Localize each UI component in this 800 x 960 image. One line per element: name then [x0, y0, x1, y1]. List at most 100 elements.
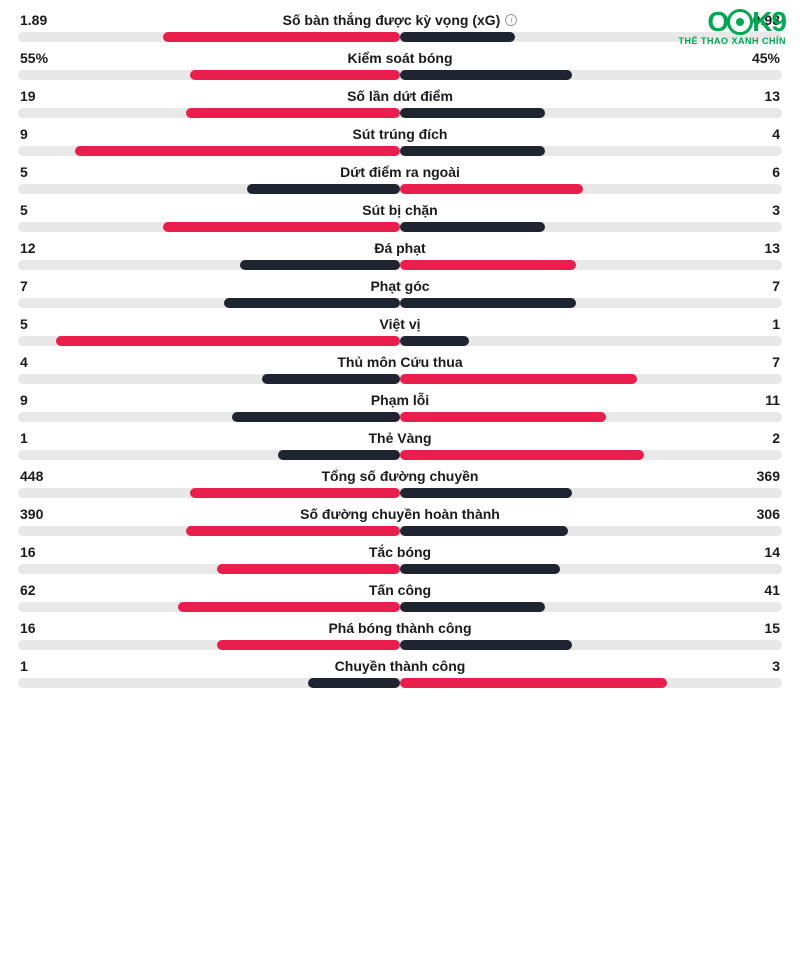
stat-bar-left-half	[18, 222, 400, 232]
stat-bar-right	[400, 70, 572, 80]
stat-bar-track	[18, 260, 782, 270]
stat-value-right: 6	[740, 164, 780, 180]
stat-value-right: 7	[740, 278, 780, 294]
stat-label-text: Kiểm soát bóng	[347, 50, 452, 66]
info-icon[interactable]: i	[505, 14, 517, 26]
stat-bar-left	[224, 298, 400, 308]
stat-label-text: Số bàn thắng được kỳ vọng (xG)	[283, 12, 501, 28]
stat-row: 4Thủ môn Cứu thua7	[18, 354, 782, 384]
stat-value-left: 390	[20, 506, 60, 522]
stat-bar-right	[400, 146, 545, 156]
stat-value-left: 16	[20, 544, 60, 560]
stat-bar-right-half	[400, 336, 782, 346]
stat-bar-left-half	[18, 640, 400, 650]
stat-bar-right	[400, 640, 572, 650]
stat-row-header: 448Tổng số đường chuyền369	[18, 468, 782, 488]
stat-value-left: 1	[20, 658, 60, 674]
stat-bar-track	[18, 32, 782, 42]
stat-bar-track	[18, 602, 782, 612]
stat-bar-right	[400, 184, 583, 194]
stat-value-right: 1	[740, 316, 780, 332]
stat-bar-track	[18, 526, 782, 536]
stat-label-text: Tổng số đường chuyền	[322, 468, 479, 484]
stat-label-text: Chuyền thành công	[335, 658, 466, 674]
stat-bar-left	[190, 70, 400, 80]
stat-bar-right-half	[400, 70, 782, 80]
stat-bar-left-half	[18, 374, 400, 384]
stat-bar-right-half	[400, 564, 782, 574]
stat-bar-right-half	[400, 412, 782, 422]
stat-label: Số đường chuyền hoàn thành	[60, 506, 740, 522]
stat-bar-right-half	[400, 450, 782, 460]
stat-value-left: 1	[20, 430, 60, 446]
stat-row-header: 12Đá phạt13	[18, 240, 782, 260]
stat-value-left: 5	[20, 202, 60, 218]
stat-bar-right-half	[400, 32, 782, 42]
stat-bar-track	[18, 336, 782, 346]
stat-value-right: 306	[740, 506, 780, 522]
stat-row: 1Chuyền thành công3	[18, 658, 782, 688]
stat-row-header: 19Số lần dứt điểm13	[18, 88, 782, 108]
stat-bar-left-half	[18, 488, 400, 498]
stat-bar-right	[400, 336, 469, 346]
stat-bar-track	[18, 678, 782, 688]
match-stats-container: 1.89Số bàn thắng được kỳ vọng (xG)i0.935…	[18, 12, 782, 688]
stat-bar-right	[400, 526, 568, 536]
stat-value-left: 16	[20, 620, 60, 636]
stat-label-text: Tấn công	[369, 582, 431, 598]
stat-row-header: 62 Tấn công 41	[18, 582, 782, 602]
stat-bar-left-half	[18, 260, 400, 270]
stat-bar-track	[18, 564, 782, 574]
stat-bar-left	[240, 260, 400, 270]
stat-row: 1 Thẻ Vàng 2	[18, 430, 782, 460]
stat-bar-track	[18, 374, 782, 384]
stat-row-header: 9Phạm lỗi11	[18, 392, 782, 412]
stat-label-text: Sút bị chặn	[362, 202, 437, 218]
stat-label: Chuyền thành công	[60, 658, 740, 674]
stat-bar-track	[18, 298, 782, 308]
stat-label-text: Tắc bóng	[369, 544, 431, 560]
stat-value-left: 448	[20, 468, 60, 484]
stat-value-right: 7	[740, 354, 780, 370]
stat-value-left: 5	[20, 164, 60, 180]
stat-label-text: Phạm lỗi	[371, 392, 429, 408]
stat-row: 7Phạt góc7	[18, 278, 782, 308]
stat-value-right: 41	[740, 582, 780, 598]
stat-bar-track	[18, 640, 782, 650]
stat-bar-right	[400, 488, 572, 498]
stat-value-left: 62	[20, 582, 60, 598]
stat-bar-left	[190, 488, 400, 498]
stat-bar-track	[18, 450, 782, 460]
stat-bar-track	[18, 184, 782, 194]
stat-bar-left	[163, 222, 400, 232]
stat-value-left: 12	[20, 240, 60, 256]
stat-label-text: Phạt góc	[370, 278, 429, 294]
stat-bar-right-half	[400, 298, 782, 308]
stat-row: 12Đá phạt13	[18, 240, 782, 270]
stat-bar-left-half	[18, 678, 400, 688]
stat-bar-left	[178, 602, 400, 612]
stat-row-header: 5Sút bị chặn3	[18, 202, 782, 222]
stat-label: Tấn công	[60, 582, 740, 598]
stat-value-left: 4	[20, 354, 60, 370]
stat-label: Tổng số đường chuyền	[60, 468, 740, 484]
stat-bar-left	[308, 678, 400, 688]
stat-label: Sút trúng đích	[60, 126, 740, 142]
stat-value-left: 9	[20, 392, 60, 408]
stat-row-header: 4Thủ môn Cứu thua7	[18, 354, 782, 374]
stat-value-right: 2	[740, 430, 780, 446]
stat-bar-left-half	[18, 298, 400, 308]
stat-row-header: 1Chuyền thành công3	[18, 658, 782, 678]
stat-row: 16Phá bóng thành công15	[18, 620, 782, 650]
stat-bar-right-half	[400, 640, 782, 650]
stat-label: Phạt góc	[60, 278, 740, 294]
stat-label-text: Dứt điểm ra ngoài	[340, 164, 460, 180]
stat-row: 55%Kiểm soát bóng45%	[18, 50, 782, 80]
stat-row-header: 9Sút trúng đích4	[18, 126, 782, 146]
stat-bar-right	[400, 678, 667, 688]
stat-value-right: 13	[740, 240, 780, 256]
stat-bar-left	[217, 640, 400, 650]
stat-label: Sút bị chặn	[60, 202, 740, 218]
stat-label-text: Thẻ Vàng	[368, 430, 431, 446]
stat-bar-track	[18, 222, 782, 232]
